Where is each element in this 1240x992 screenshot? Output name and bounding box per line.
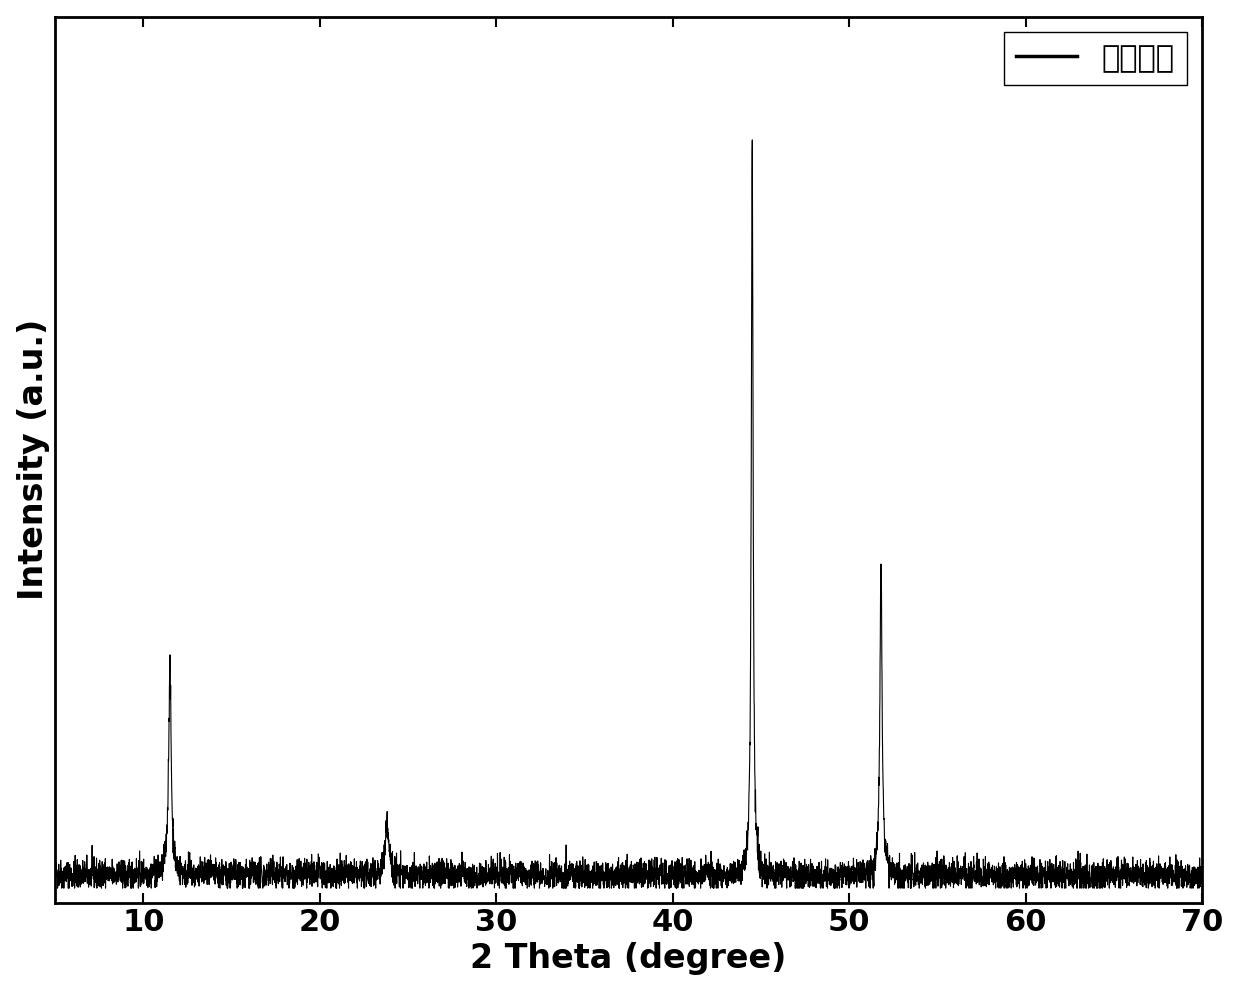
实施例一	[604, 869, 619, 881]
实施例一	[50, 882, 64, 894]
Legend: 实施例一: 实施例一	[1004, 32, 1187, 85]
Y-axis label: Intensity (a.u.): Intensity (a.u.)	[16, 319, 50, 600]
实施例一	[745, 134, 760, 146]
实施例一	[48, 865, 63, 877]
实施例一	[1154, 861, 1169, 873]
实施例一	[153, 861, 167, 873]
实施例一	[414, 867, 429, 879]
Line: 实施例一: 实施例一	[56, 140, 1202, 888]
实施例一	[1194, 872, 1209, 884]
实施例一	[722, 869, 737, 881]
实施例一	[1070, 882, 1085, 894]
X-axis label: 2 Theta (degree): 2 Theta (degree)	[470, 942, 787, 975]
